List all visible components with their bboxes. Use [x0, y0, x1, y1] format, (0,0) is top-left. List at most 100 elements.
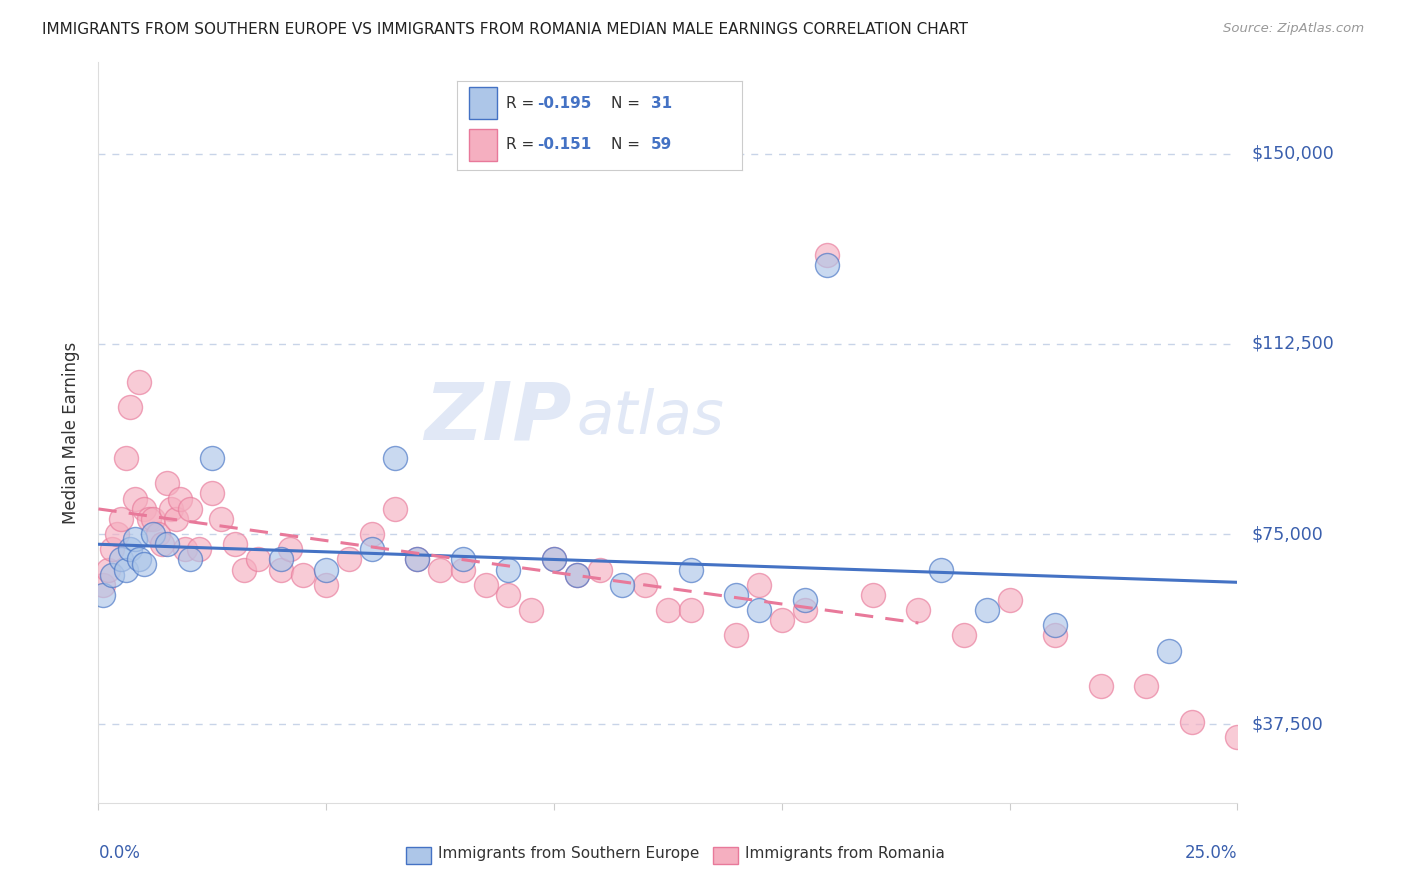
Text: 25.0%: 25.0% — [1185, 844, 1237, 862]
Point — [270, 552, 292, 566]
Point — [474, 578, 496, 592]
Point — [124, 532, 146, 546]
Point — [201, 486, 224, 500]
Point — [612, 578, 634, 592]
Point — [725, 588, 748, 602]
Point — [429, 562, 451, 576]
Point — [657, 603, 679, 617]
Point — [1043, 628, 1066, 642]
Point — [1181, 714, 1204, 729]
Point — [156, 476, 179, 491]
Text: $75,000: $75,000 — [1251, 525, 1323, 543]
Point — [142, 512, 165, 526]
Point — [209, 512, 232, 526]
Point — [120, 401, 142, 415]
Point — [406, 552, 429, 566]
Text: $112,500: $112,500 — [1251, 334, 1334, 353]
Point — [1135, 679, 1157, 693]
Point — [132, 558, 155, 572]
Point — [120, 542, 142, 557]
Point — [101, 542, 124, 557]
Point — [278, 542, 301, 557]
Point — [451, 562, 474, 576]
Text: Source: ZipAtlas.com: Source: ZipAtlas.com — [1223, 22, 1364, 36]
Point — [588, 562, 610, 576]
Point — [384, 450, 406, 465]
Point — [156, 537, 179, 551]
Point — [138, 512, 160, 526]
Point — [110, 512, 132, 526]
Point — [150, 537, 173, 551]
Point — [174, 542, 197, 557]
Point — [91, 588, 114, 602]
Point — [679, 562, 702, 576]
Point — [634, 578, 657, 592]
Point — [128, 375, 150, 389]
Text: Immigrants from Southern Europe: Immigrants from Southern Europe — [437, 846, 699, 861]
Point — [169, 491, 191, 506]
Point — [246, 552, 269, 566]
Point — [201, 450, 224, 465]
Point — [748, 603, 770, 617]
Point — [91, 578, 114, 592]
Point — [748, 578, 770, 592]
Point — [498, 562, 520, 576]
Point — [105, 527, 128, 541]
Text: atlas: atlas — [576, 388, 724, 447]
Point — [224, 537, 246, 551]
Point — [165, 512, 187, 526]
Point — [128, 552, 150, 566]
Point — [451, 552, 474, 566]
Point — [114, 450, 136, 465]
Point — [793, 603, 815, 617]
Point — [101, 567, 124, 582]
Point — [384, 501, 406, 516]
Point — [142, 527, 165, 541]
Point — [179, 552, 201, 566]
Point — [1226, 730, 1249, 744]
Point — [406, 552, 429, 566]
Point — [360, 527, 382, 541]
Text: Immigrants from Romania: Immigrants from Romania — [745, 846, 945, 861]
FancyBboxPatch shape — [713, 847, 738, 863]
Point — [179, 501, 201, 516]
Point — [953, 628, 976, 642]
Y-axis label: Median Male Earnings: Median Male Earnings — [62, 342, 80, 524]
Point — [1157, 643, 1180, 657]
Text: 0.0%: 0.0% — [98, 844, 141, 862]
Point — [815, 248, 838, 262]
Point — [565, 567, 588, 582]
Point — [907, 603, 929, 617]
Point — [146, 527, 169, 541]
Point — [187, 542, 209, 557]
Point — [543, 552, 565, 566]
Point — [132, 501, 155, 516]
Point — [862, 588, 884, 602]
Point — [815, 258, 838, 272]
Point — [793, 593, 815, 607]
Point — [725, 628, 748, 642]
Point — [110, 552, 132, 566]
Point — [270, 562, 292, 576]
Point — [520, 603, 543, 617]
Text: $37,500: $37,500 — [1251, 715, 1323, 733]
Point — [679, 603, 702, 617]
Point — [543, 552, 565, 566]
Point — [1090, 679, 1112, 693]
Point — [315, 578, 337, 592]
Point — [96, 562, 118, 576]
Text: ZIP: ZIP — [423, 379, 571, 457]
Point — [315, 562, 337, 576]
Point — [360, 542, 382, 557]
Point — [233, 562, 256, 576]
Point — [114, 562, 136, 576]
Point — [976, 603, 998, 617]
Text: $150,000: $150,000 — [1251, 145, 1334, 162]
Point — [929, 562, 952, 576]
Text: IMMIGRANTS FROM SOUTHERN EUROPE VS IMMIGRANTS FROM ROMANIA MEDIAN MALE EARNINGS : IMMIGRANTS FROM SOUTHERN EUROPE VS IMMIG… — [42, 22, 969, 37]
Point — [337, 552, 360, 566]
FancyBboxPatch shape — [406, 847, 432, 863]
Point — [565, 567, 588, 582]
Point — [124, 491, 146, 506]
Point — [498, 588, 520, 602]
